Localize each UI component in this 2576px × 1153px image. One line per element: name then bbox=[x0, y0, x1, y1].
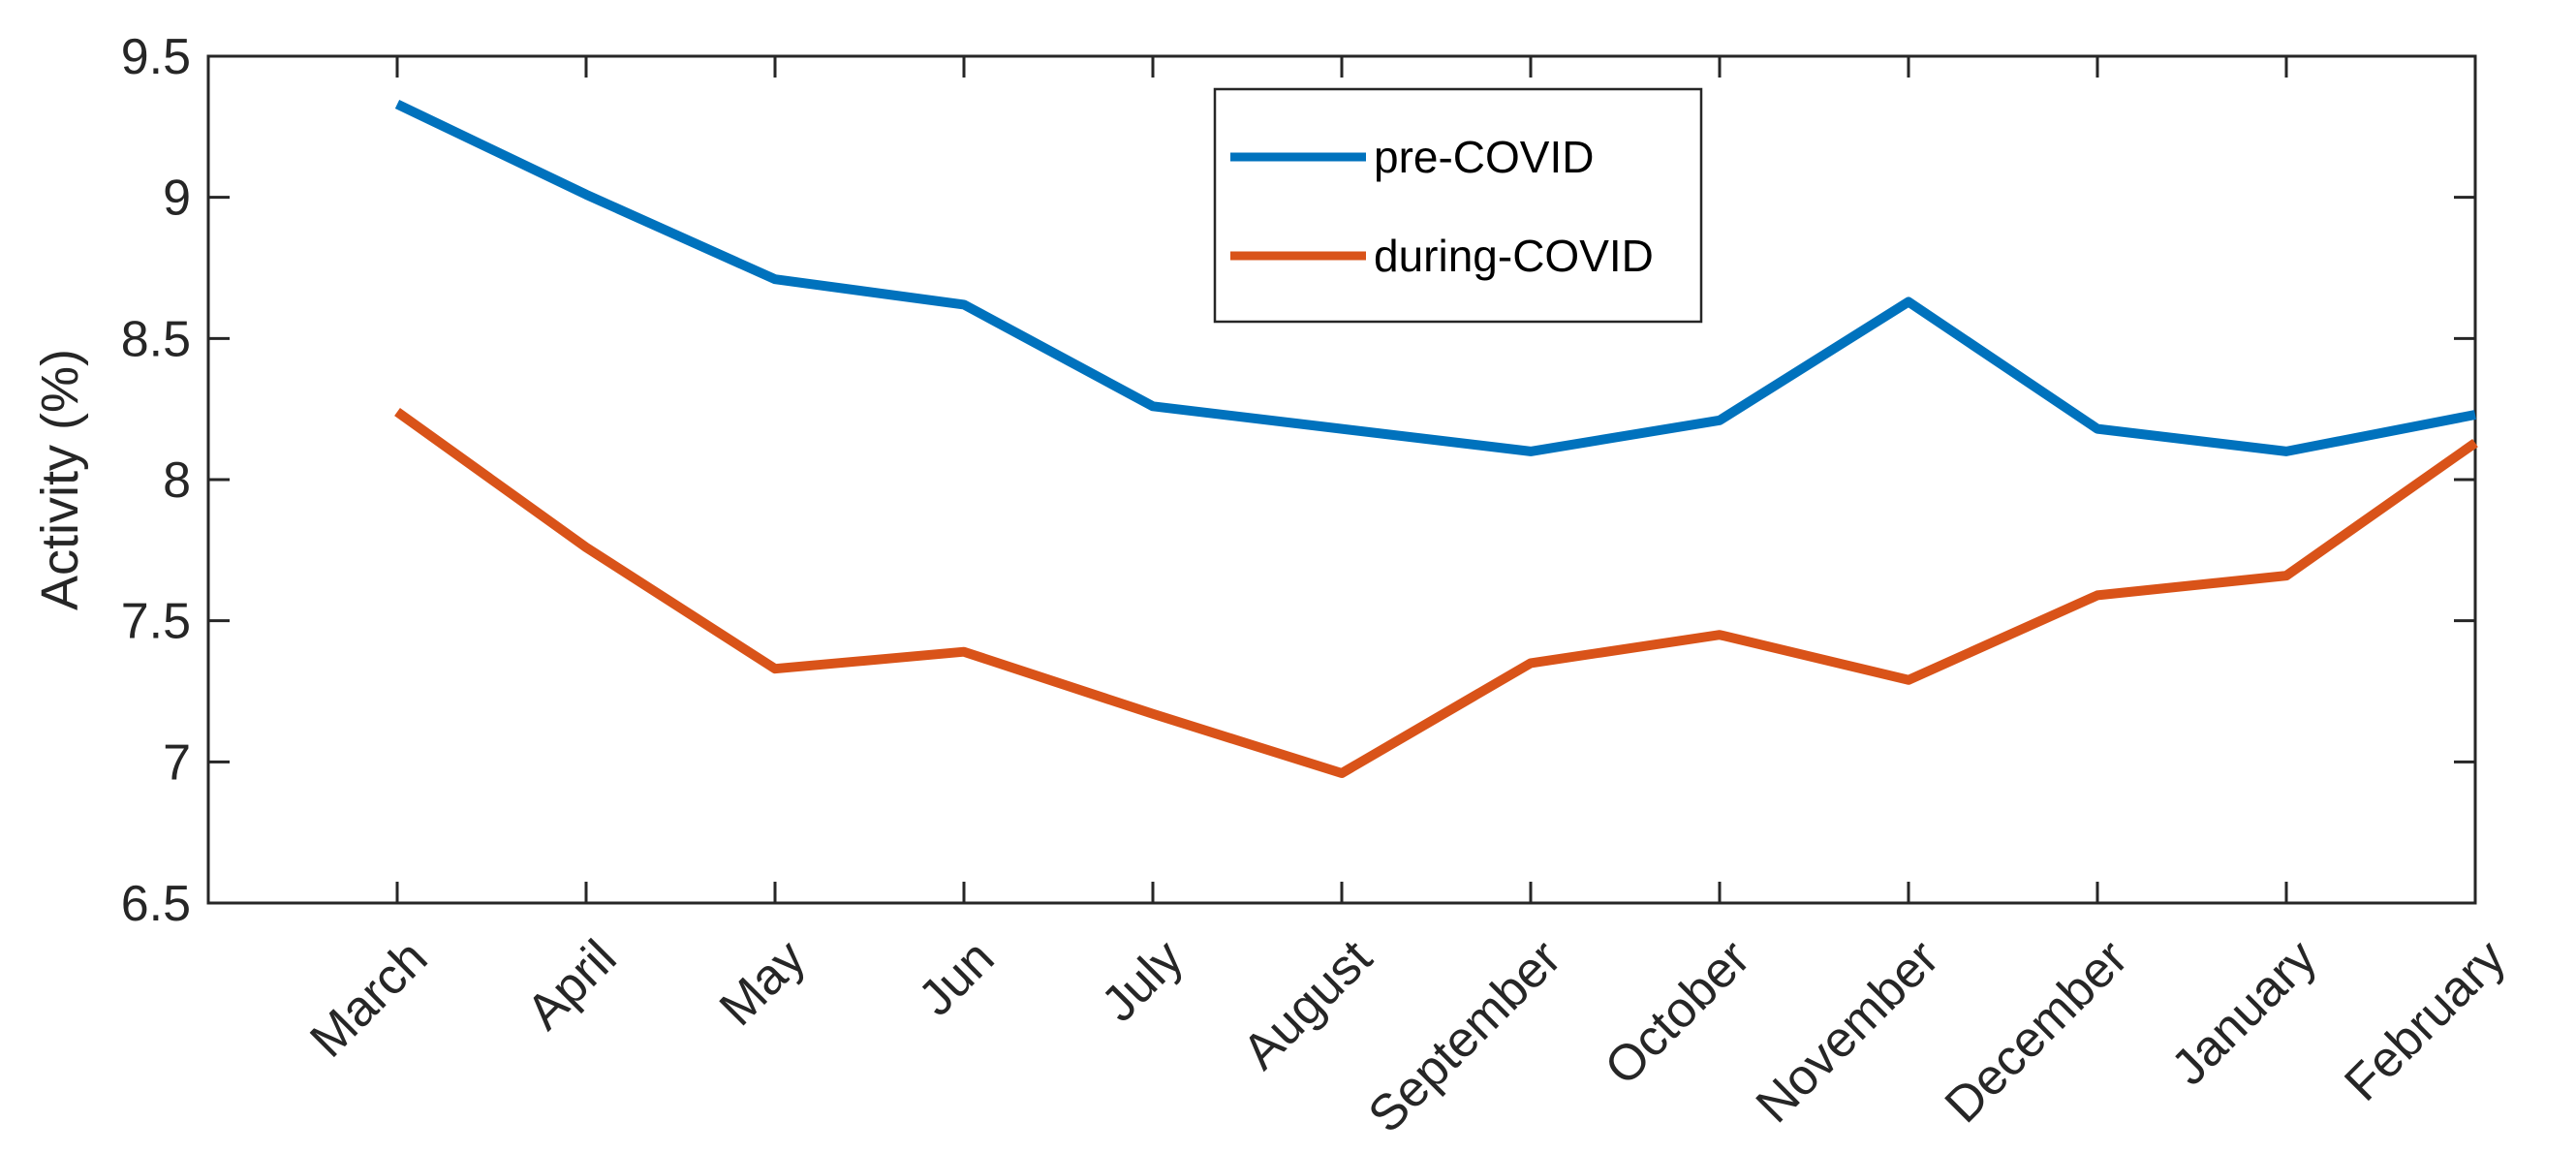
series-line-pre-covid bbox=[394, 99, 2476, 456]
series-layer bbox=[394, 99, 2478, 778]
y-tick-label: 7 bbox=[163, 734, 191, 791]
y-axis-title: Activity (%) bbox=[31, 349, 89, 610]
y-tick-label: 8 bbox=[163, 452, 191, 509]
legend-label-pre-covid: pre-COVID bbox=[1374, 132, 1594, 182]
x-tick-label: November bbox=[1746, 929, 1950, 1134]
x-tick-label: July bbox=[1091, 929, 1194, 1032]
y-tick-label: 6.5 bbox=[121, 876, 191, 932]
y-tick-label: 8.5 bbox=[121, 311, 191, 367]
x-tick-label: April bbox=[516, 929, 628, 1041]
legend-box bbox=[1213, 87, 1703, 324]
x-tick-label: September bbox=[1358, 929, 1572, 1143]
y-tick-label: 9 bbox=[163, 171, 191, 227]
x-tick-label: March bbox=[299, 929, 438, 1068]
legend-label-during-covid: during-COVID bbox=[1374, 231, 1654, 281]
x-tick-label: January bbox=[2161, 929, 2328, 1096]
y-axis: 6.5 7 7.5 8 8.5 9 9.5 bbox=[121, 29, 2475, 932]
y-tick-label: 7.5 bbox=[121, 594, 191, 650]
x-tick-label: Jun bbox=[908, 929, 1005, 1026]
x-tick-label: May bbox=[709, 929, 816, 1036]
x-tick-label: December bbox=[1935, 929, 2139, 1134]
series-line-during-covid bbox=[394, 408, 2478, 778]
x-tick-label: February bbox=[2334, 929, 2516, 1111]
x-tick-label: October bbox=[1595, 929, 1761, 1096]
legend: pre-COVID during-COVID bbox=[1213, 87, 1703, 324]
y-tick-label: 9.5 bbox=[121, 29, 191, 85]
x-tick-label: August bbox=[1232, 929, 1383, 1080]
